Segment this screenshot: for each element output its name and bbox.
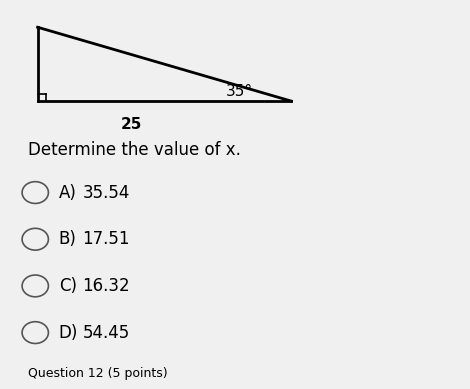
Text: B): B) <box>59 230 77 248</box>
Text: D): D) <box>59 324 78 342</box>
Text: Question 12 (5 points): Question 12 (5 points) <box>28 367 168 380</box>
Text: 54.45: 54.45 <box>82 324 130 342</box>
Text: Determine the value of x.: Determine the value of x. <box>28 141 241 159</box>
Text: C): C) <box>59 277 77 295</box>
Text: 17.51: 17.51 <box>82 230 130 248</box>
Text: 35°: 35° <box>226 84 253 99</box>
Text: 25: 25 <box>121 117 142 132</box>
Text: 16.32: 16.32 <box>82 277 130 295</box>
Text: 35.54: 35.54 <box>82 184 130 202</box>
Text: A): A) <box>59 184 77 202</box>
